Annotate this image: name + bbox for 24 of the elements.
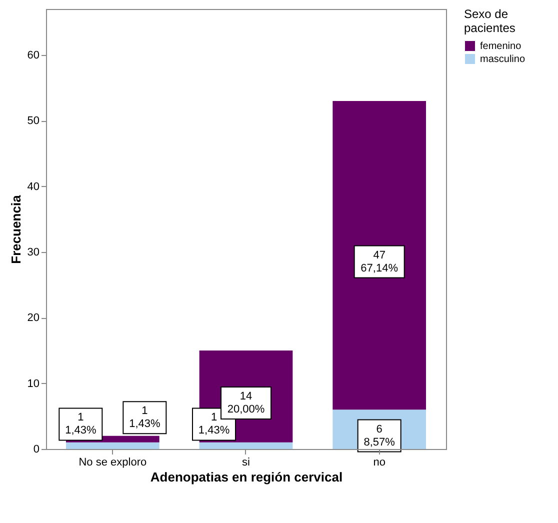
bar	[332, 100, 426, 410]
x-tick-label: si	[242, 456, 250, 468]
data-label: 1 1,43%	[129, 405, 160, 430]
legend-label: masculino	[480, 54, 526, 65]
data-label: 47 67,14%	[360, 249, 398, 274]
bar	[66, 442, 160, 449]
x-axis-title: Adenopatias en región cervical	[150, 470, 343, 484]
bar	[199, 442, 293, 449]
y-tick-label: 30	[27, 246, 40, 258]
y-tick-label: 20	[27, 312, 40, 324]
legend-title: Sexo de pacientes	[464, 7, 516, 35]
y-axis-title: Frecuencia	[8, 194, 24, 264]
data-label: 6 8,57%	[364, 423, 396, 448]
legend-label: femenino	[480, 41, 522, 52]
y-tick-label: 10	[27, 378, 40, 390]
y-tick-label: 0	[33, 444, 40, 456]
x-tick-label: No se exploro	[78, 456, 147, 468]
data-label: 1 1,43%	[198, 412, 230, 437]
y-tick-label: 50	[27, 115, 40, 128]
y-tick-label: 40	[27, 180, 40, 193]
y-tick-label: 60	[27, 49, 40, 62]
data-label: 14 20,00%	[227, 390, 265, 416]
data-label: 1 1,43%	[65, 412, 96, 437]
x-tick-label: no	[373, 456, 386, 468]
